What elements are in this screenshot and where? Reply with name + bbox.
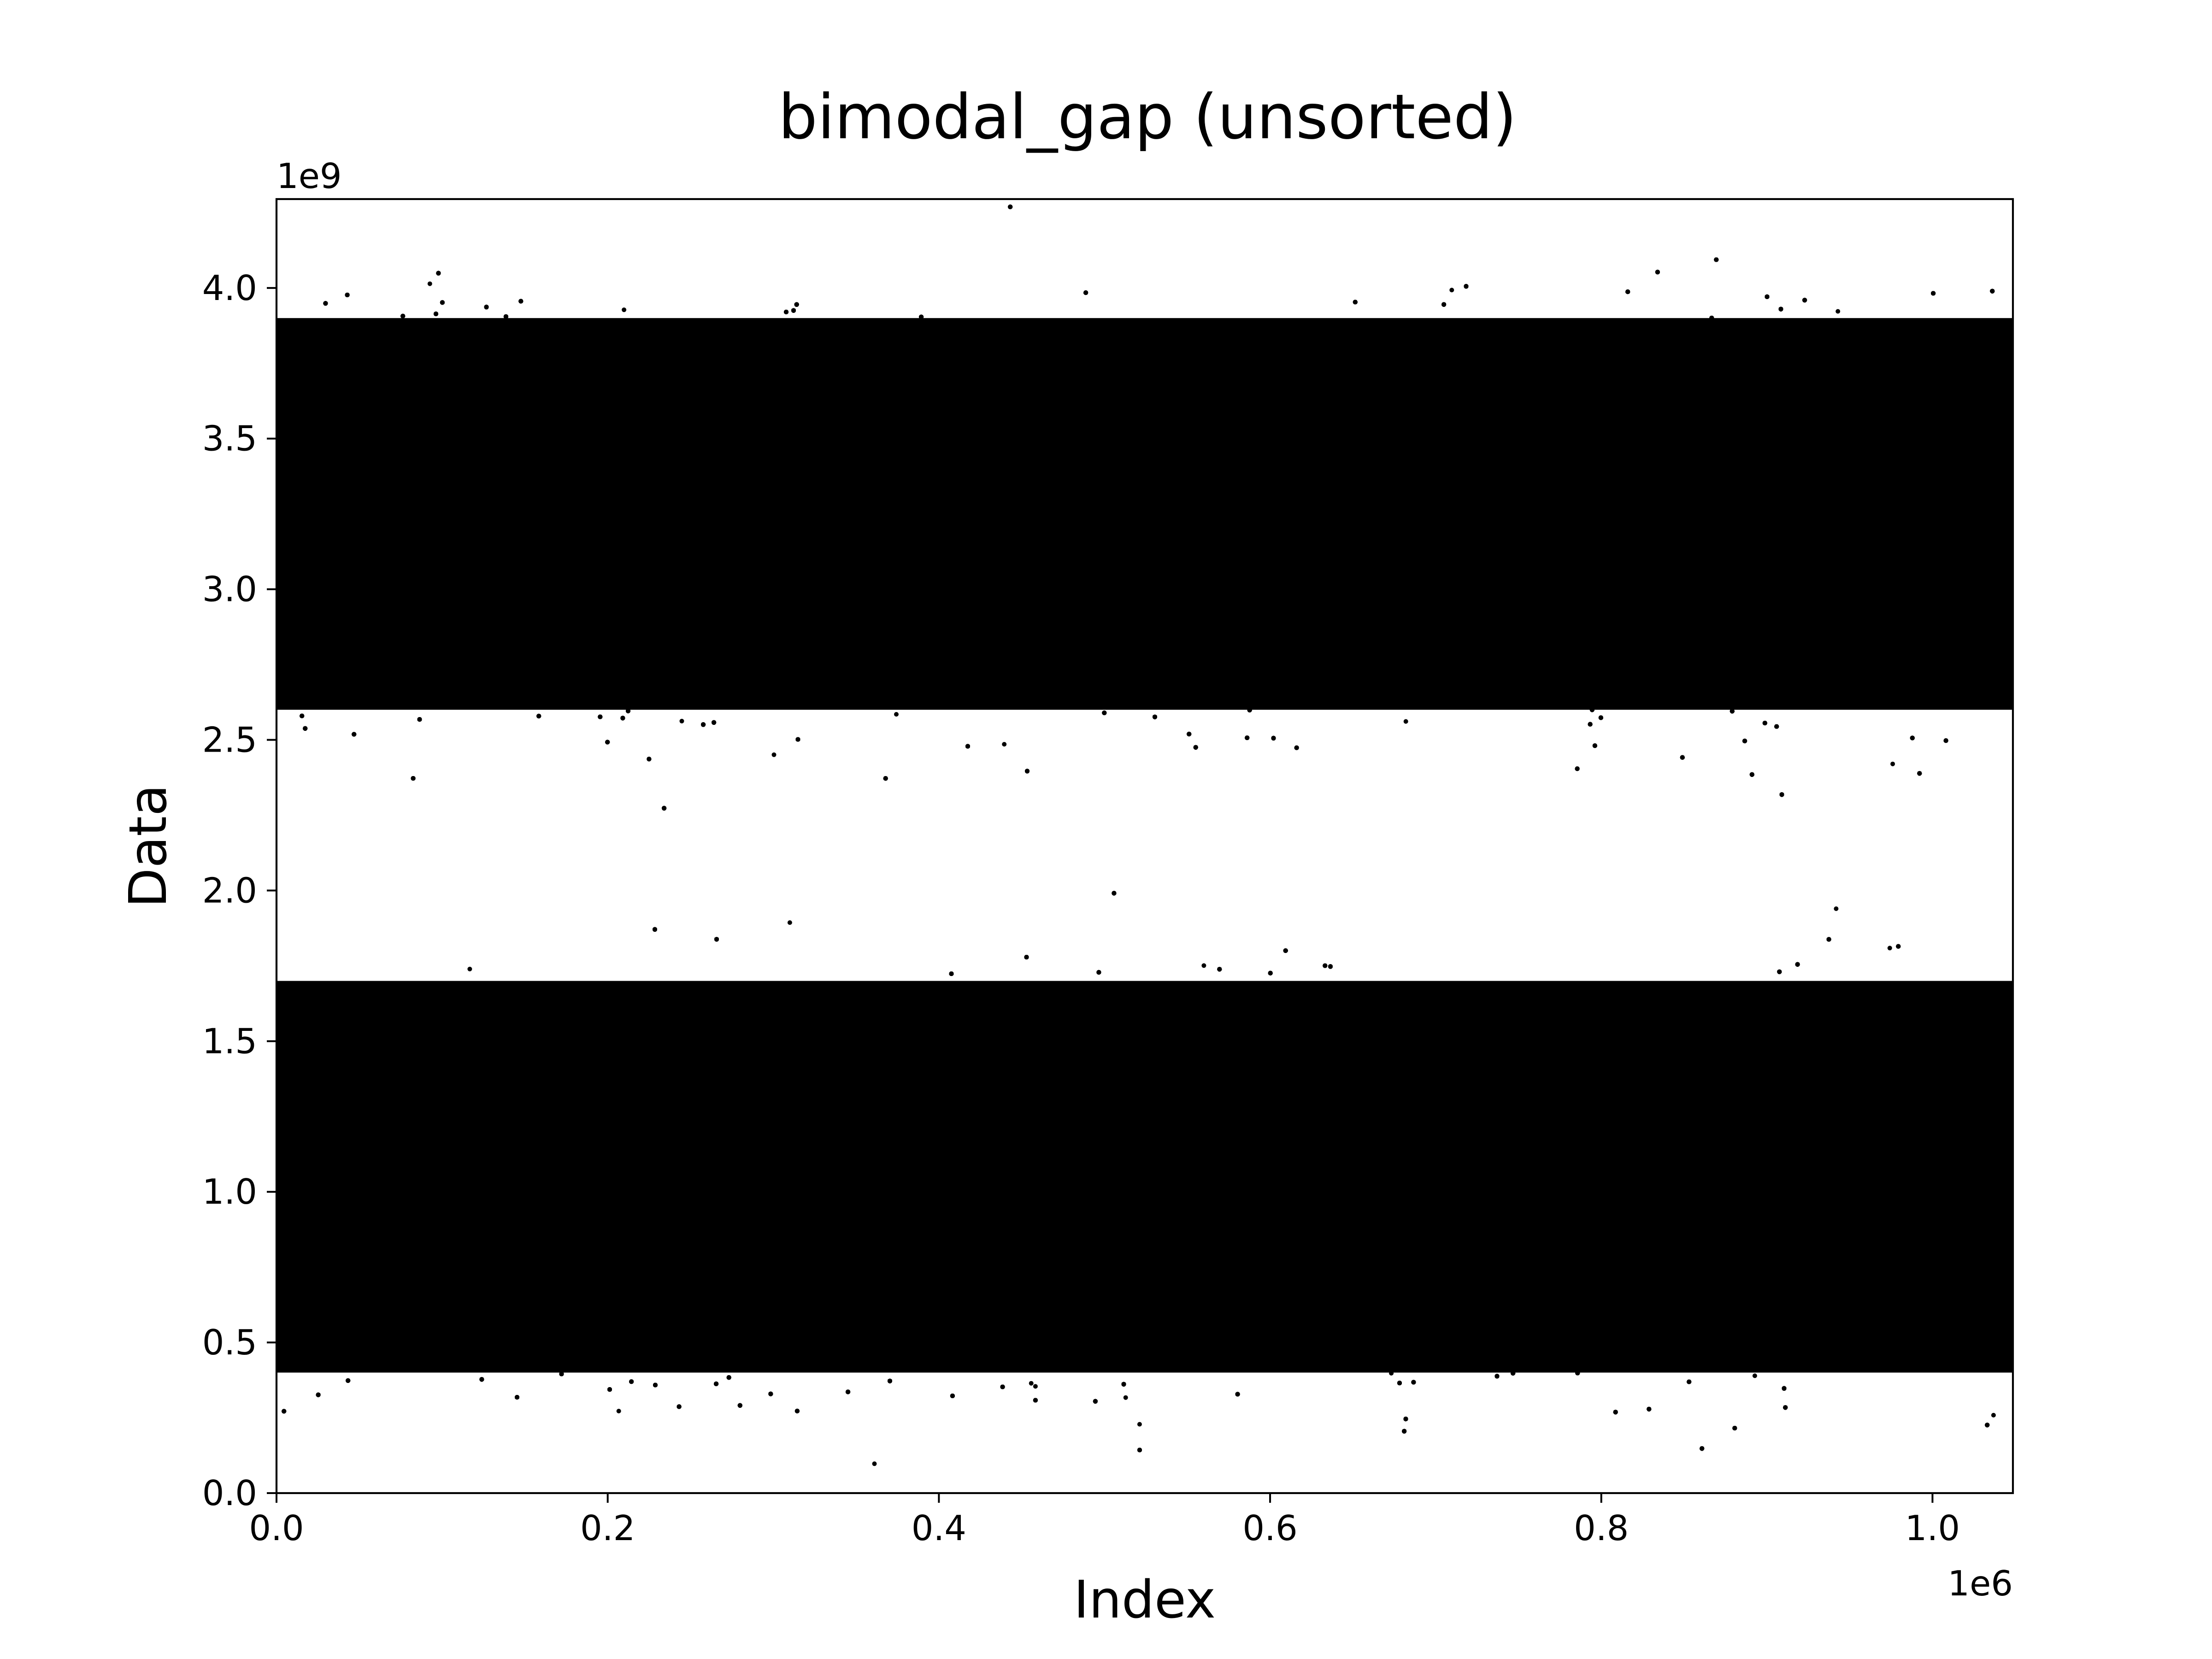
scatter-point — [772, 753, 777, 757]
scatter-point — [872, 1461, 877, 1466]
density-band-mode-2 — [276, 318, 2013, 710]
scatter-point — [1201, 963, 1206, 968]
scatter-point — [1137, 1422, 1142, 1427]
scatter-point — [1124, 1395, 1128, 1400]
chart-title: bimodal_gap (unsorted) — [778, 81, 1517, 153]
density-band-mode-1 — [276, 981, 2013, 1373]
scatter-point — [1449, 288, 1454, 292]
scatter-point — [1888, 946, 1892, 950]
scatter-point — [1033, 1384, 1038, 1388]
scatter-point — [1029, 1381, 1034, 1386]
scatter-point — [788, 920, 792, 925]
scatter-point — [622, 307, 626, 312]
scatter-point — [428, 282, 432, 286]
scatter-point — [1404, 719, 1408, 724]
scatter-point — [1002, 742, 1006, 747]
scatter-point — [467, 967, 472, 971]
plot-area — [276, 199, 2013, 1493]
scatter-point — [1753, 1373, 1757, 1378]
scatter-point — [617, 1409, 621, 1413]
scatter-point — [1991, 1413, 1996, 1418]
scatter-point — [894, 712, 899, 717]
scatter-point — [1835, 309, 1840, 314]
scatter-point — [1890, 762, 1895, 766]
scatter-point — [680, 719, 684, 724]
scatter-point — [1389, 1371, 1394, 1376]
scatter-point — [1834, 906, 1838, 911]
